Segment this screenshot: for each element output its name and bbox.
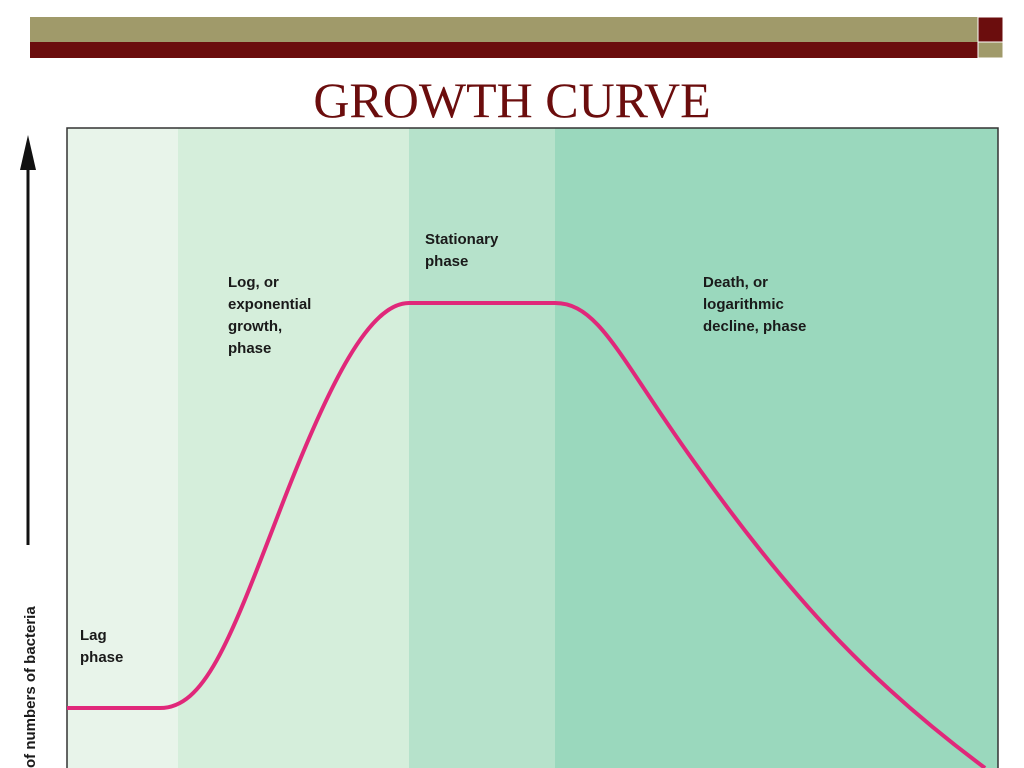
phase-label-line: logarithmic [703,296,784,313]
diagram: of numbers of bacteria Lag phase Log, or ex… [20,127,999,768]
header-band [30,17,978,42]
header-band [30,42,978,58]
frame [66,127,999,768]
growth-curve [67,301,987,768]
phase-label-line: growth, [228,318,282,335]
y-axis-label: of numbers of bacteria [22,606,39,768]
phase-label-line: phase [228,340,271,357]
lag-region [67,128,178,768]
phase-label-line: Death, or [703,274,768,291]
phase-label-line: decline, phase [703,318,806,335]
phase-label: Lag phase [80,627,123,666]
stationary-region [409,128,555,768]
corner-square [977,41,1004,59]
phase-label-line: exponential [228,296,311,313]
corner-square [977,16,1004,43]
phase-label-line: Lag [80,627,107,644]
death-region [555,128,998,768]
phase-label-line: Stationary [425,231,499,248]
slide-title: GROWTH CURVE [313,72,710,128]
log-region [178,128,409,768]
phase-label-line: phase [425,253,468,270]
phase-label-line: phase [80,649,123,666]
phase-label-line: Log, or [228,274,279,291]
phase-label: Death, or logarithmic decline, phase [703,274,806,335]
phase-label: Log, or exponential growth, phase [228,274,311,357]
arrow-head [20,135,36,170]
phase-label: Stationary phase [425,231,499,270]
